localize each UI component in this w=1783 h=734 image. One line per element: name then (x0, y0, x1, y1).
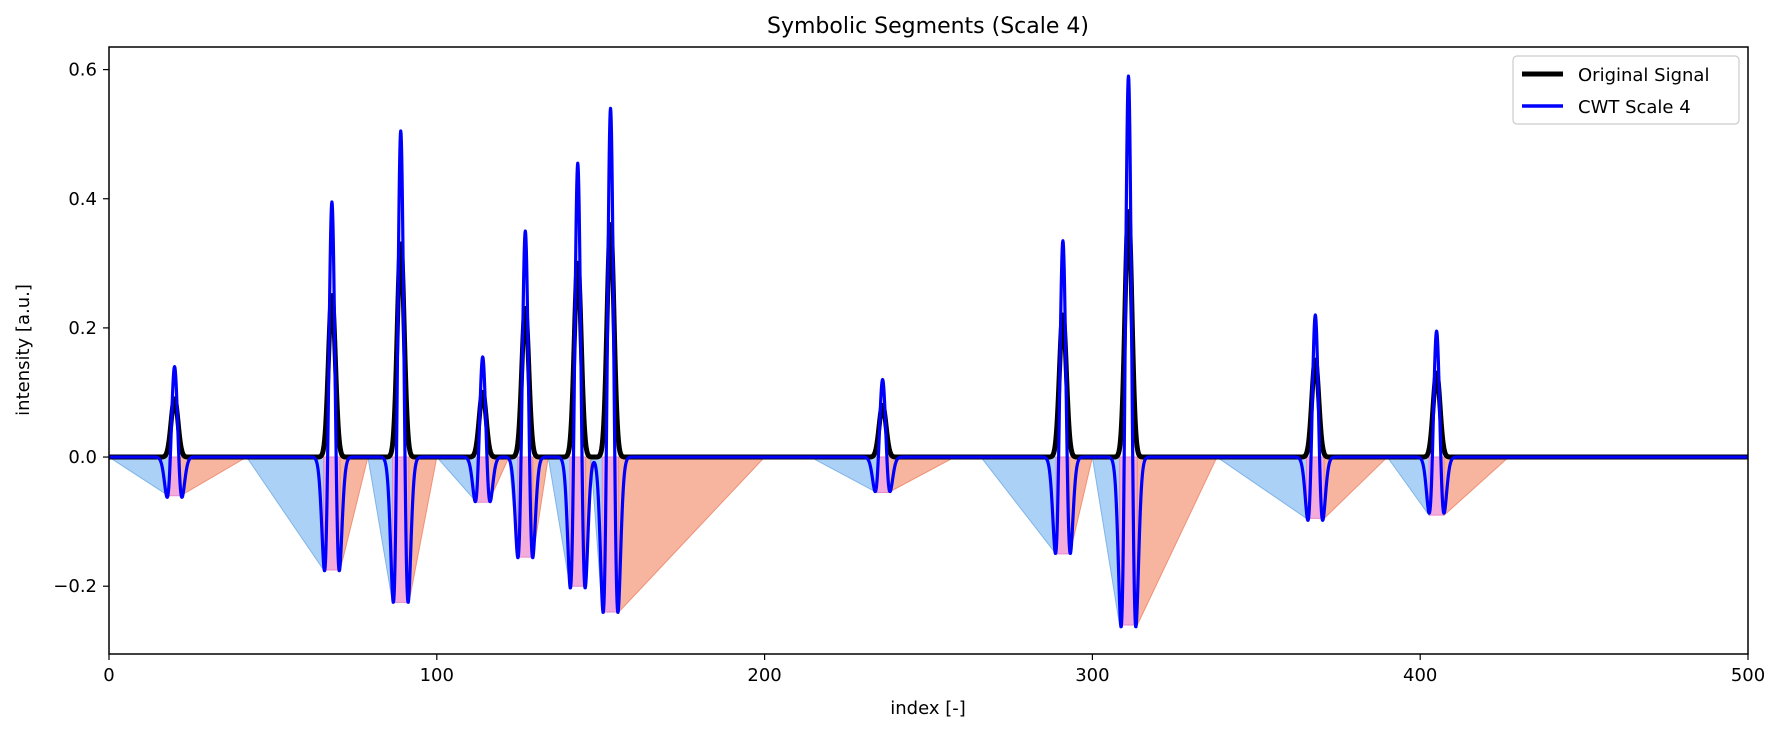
chart-title: Symbolic Segments (Scale 4) (767, 14, 1089, 39)
x-tick-label: 200 (747, 665, 781, 686)
y-tick-label: 0.0 (68, 447, 97, 468)
plot-area (108, 46, 1749, 655)
series-line-cwt-scale-4 (109, 74, 1748, 629)
y-tick-label: 0.2 (68, 318, 97, 339)
x-tick-label: 100 (420, 665, 454, 686)
legend: Original Signal CWT Scale 4 (1512, 55, 1740, 125)
y-tick-label: 0.6 (68, 60, 97, 81)
y-tick-label: −0.2 (53, 576, 97, 597)
x-axis: 0 100 200 300 400 500 (103, 654, 1765, 686)
x-tick-label: 0 (103, 665, 114, 686)
x-tick-label: 400 (1403, 665, 1437, 686)
y-axis: −0.2 0.0 0.2 0.4 0.6 (53, 60, 109, 597)
x-axis-label: index [-] (890, 698, 966, 719)
legend-label-cwt-scale-4: CWT Scale 4 (1578, 97, 1691, 118)
y-tick-label: 0.4 (68, 189, 97, 210)
plot-frame (108, 46, 1749, 655)
x-tick-label: 300 (1075, 665, 1109, 686)
lines-layer (109, 74, 1748, 629)
x-tick-label: 500 (1731, 665, 1765, 686)
legend-label-original-signal: Original Signal (1578, 65, 1709, 86)
y-axis-label: intensity [a.u.] (13, 284, 34, 416)
legend-box (1512, 55, 1740, 125)
